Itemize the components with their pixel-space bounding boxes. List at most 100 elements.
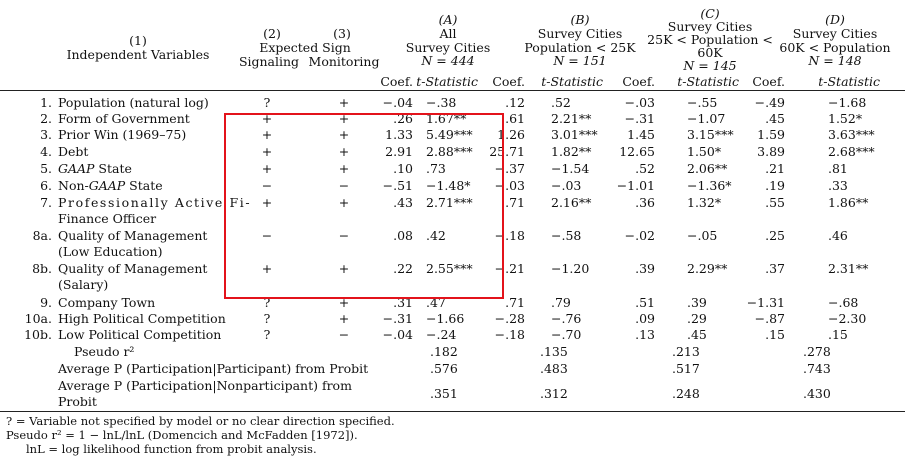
row-label: Prior Win (1969–75) — [58, 127, 187, 142]
coef-value: .15 — [765, 327, 785, 342]
monitoring-sign: + — [338, 144, 350, 159]
groupB-line1: Survey Cities — [537, 26, 623, 41]
groupA-n: N = 444 — [421, 53, 475, 68]
coef-value: 25.71 — [489, 144, 525, 159]
t-statistic-value: −1.07 — [687, 111, 726, 126]
t-statistic-value: 3.15*** — [687, 127, 734, 142]
t-statistic-value: −1.48* — [426, 178, 471, 193]
coef-value: 3.89 — [757, 144, 785, 159]
col1-number: (1) — [129, 33, 147, 48]
summary-value: .278 — [803, 344, 831, 359]
groupD-label: (D) — [825, 12, 845, 27]
t-statistic-value: 1.86** — [828, 195, 869, 210]
t-statistic-header: t-Statistic — [541, 74, 603, 89]
coef-value: 1.45 — [627, 127, 655, 142]
t-statistic-value: .39 — [687, 295, 707, 310]
coef-header: Coef. — [492, 74, 525, 89]
row-label: GAAP State — [58, 161, 132, 176]
header-rule — [0, 90, 905, 91]
row-number: 1. — [40, 95, 52, 110]
t-statistic-value: 2.31** — [828, 261, 869, 276]
signaling-sign: − — [261, 178, 273, 193]
coef-value: .55 — [765, 195, 785, 210]
row-label: Non-GAAP State — [58, 178, 163, 193]
coef-value: −.87 — [754, 311, 785, 326]
t-statistic-value: 2.21** — [551, 111, 592, 126]
summary-value: .351 — [430, 386, 458, 401]
coef-value: −.31 — [624, 111, 655, 126]
coef-value: .52 — [635, 161, 655, 176]
row-label: Form of Government — [58, 111, 190, 126]
note-line-3: lnL = log likelihood function from probi… — [26, 442, 317, 456]
summary-label: Pseudo r² — [74, 344, 135, 359]
t-statistic-value: −.76 — [551, 311, 582, 326]
coef-value: .12 — [505, 95, 525, 110]
coef-value: 2.91 — [385, 144, 413, 159]
monitoring-sign: + — [338, 111, 350, 126]
t-statistic-value: −.55 — [687, 95, 718, 110]
summary-value: .182 — [430, 344, 458, 359]
col1-title: Independent Variables — [66, 47, 210, 62]
summary-value: .517 — [672, 361, 700, 376]
summary-label: Average P (Participation|Nonparticipant)… — [58, 378, 352, 393]
groupD-n: N = 148 — [808, 53, 862, 68]
note-line-1: ? = Variable not specified by model or n… — [6, 414, 395, 428]
summary-value: .248 — [672, 386, 700, 401]
t-statistic-value: .73 — [426, 161, 446, 176]
groupB-label: (B) — [570, 12, 590, 27]
coef-value: .22 — [393, 261, 413, 276]
coef-value: .43 — [393, 195, 413, 210]
t-statistic-header: t-Statistic — [818, 74, 880, 89]
summary-label: Average P (Participation|Participant) fr… — [58, 361, 369, 376]
row-number: 8a. — [32, 228, 52, 243]
row-label: (Low Education) — [58, 244, 163, 259]
monitoring-sign: + — [338, 161, 350, 176]
row-label: Finance Officer — [58, 211, 157, 226]
row-number: 4. — [40, 144, 52, 159]
row-label: Low Political Competition — [58, 327, 222, 342]
row-label: (Salary) — [58, 277, 109, 292]
col2-number: (2) — [263, 26, 281, 41]
groupC-line1: Survey Cities — [667, 19, 753, 34]
row-label: Company Town — [58, 295, 156, 310]
t-statistic-header: t-Statistic — [677, 74, 739, 89]
coef-value: .09 — [635, 311, 655, 326]
t-statistic-value: .33 — [828, 178, 848, 193]
t-statistic-value: 1.32* — [687, 195, 722, 210]
coef-value: −1.01 — [616, 178, 655, 193]
row-label: Quality of Management — [58, 228, 208, 243]
coef-value: −.03 — [624, 95, 655, 110]
summary-value: .213 — [672, 344, 700, 359]
row-number: 10b. — [24, 327, 52, 342]
t-statistic-value: −.58 — [551, 228, 582, 243]
coef-value: .36 — [635, 195, 655, 210]
row-number: 5. — [40, 161, 52, 176]
summary-label: Probit — [58, 394, 97, 409]
t-statistic-value: −.38 — [426, 95, 457, 110]
coef-value: .13 — [635, 327, 655, 342]
coef-value: −.51 — [382, 178, 413, 193]
coef-value: .71 — [505, 195, 525, 210]
t-statistic-value: −.68 — [828, 295, 859, 310]
row-number: 10a. — [24, 311, 52, 326]
groupC-label: (C) — [700, 6, 720, 21]
coef-header: Coef. — [752, 74, 785, 89]
coef-header: Coef. — [380, 74, 413, 89]
monitoring-sign: + — [338, 195, 350, 210]
coef-value: .19 — [765, 178, 785, 193]
signaling-sign: ? — [263, 295, 271, 310]
groupA-line1: All — [439, 26, 457, 41]
signaling-heading: Signaling — [238, 54, 300, 69]
groupB-line2: Population < 25K — [524, 40, 636, 55]
monitoring-sign: + — [338, 295, 350, 310]
col3-number: (3) — [333, 26, 351, 41]
summary-value: .743 — [803, 361, 831, 376]
coef-value: .45 — [765, 111, 785, 126]
signaling-sign: ? — [263, 327, 271, 342]
coef-value: .10 — [393, 161, 413, 176]
t-statistic-value: 5.49*** — [426, 127, 473, 142]
t-statistic-value: .81 — [828, 161, 848, 176]
t-statistic-value: −1.20 — [551, 261, 590, 276]
note-line-2: Pseudo r² = 1 − lnL/lnL (Domencich and M… — [6, 428, 358, 442]
t-statistic-value: −.70 — [551, 327, 582, 342]
